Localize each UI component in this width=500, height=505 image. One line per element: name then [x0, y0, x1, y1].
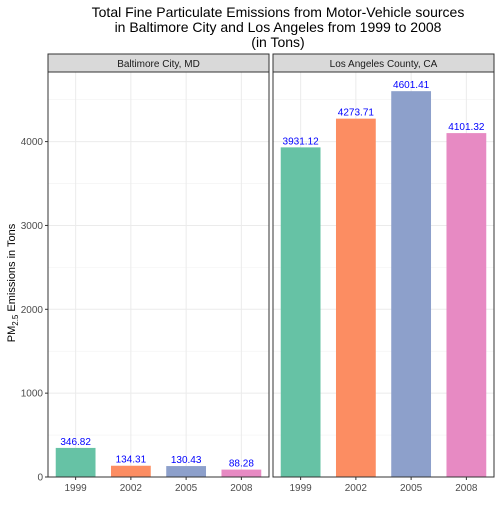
y-axis-label-prefix: PM — [6, 326, 18, 343]
bar-2005 — [166, 466, 206, 477]
x-tick-label: 2008 — [230, 483, 253, 494]
x-tick-label: 2005 — [400, 483, 423, 494]
x-tick-label: 1999 — [290, 483, 313, 494]
chart-title-line-3: (in Tons) — [251, 34, 304, 50]
bar-2002 — [336, 119, 376, 477]
y-tick-label: 1000 — [21, 389, 44, 400]
bar-data-label: 4273.71 — [338, 108, 375, 119]
x-tick-label: 2005 — [175, 483, 198, 494]
bar-1999 — [281, 147, 321, 477]
y-axis-label-subscript: 2.5 — [11, 314, 20, 326]
bar-2008 — [446, 133, 486, 477]
facet-strip-label: Los Angeles County, CA — [330, 59, 438, 70]
bar-data-label: 88.28 — [229, 459, 254, 470]
x-tick-label: 2002 — [120, 483, 143, 494]
bar-data-label: 346.82 — [60, 437, 91, 448]
chart-title-line-1: Total Fine Particulate Emissions from Mo… — [92, 4, 465, 20]
x-tick-label: 2008 — [455, 483, 478, 494]
bar-data-label: 4601.41 — [393, 80, 430, 91]
bar-data-label: 130.43 — [171, 455, 202, 466]
panel-background — [48, 72, 269, 477]
x-tick-label: 2002 — [345, 483, 368, 494]
x-tick-label: 1999 — [65, 483, 88, 494]
facet-strip-label: Baltimore City, MD — [117, 59, 200, 70]
bar-2002 — [111, 466, 151, 477]
y-tick-label: 2000 — [21, 305, 44, 316]
y-tick-label: 3000 — [21, 221, 44, 232]
y-tick-label: 0 — [37, 473, 43, 484]
chart-title-line-2: in Baltimore City and Los Angeles from 1… — [115, 19, 442, 35]
bar-1999 — [56, 448, 96, 477]
bar-2008 — [221, 470, 261, 477]
panel-los-angeles: Los Angeles County, CA 3931.12 4273.71 4601… — [273, 54, 494, 494]
bar-data-label: 134.31 — [116, 455, 147, 466]
bar-2005 — [391, 91, 431, 477]
y-tick-label: 4000 — [21, 137, 44, 148]
y-axis-label-suffix: Emissions in Tons — [6, 223, 18, 314]
panel-baltimore: Baltimore City, MD 346.82 134.31 130.43 88.2… — [48, 54, 269, 494]
bar-data-label: 3931.12 — [283, 136, 320, 147]
bar-data-label: 4101.32 — [448, 122, 485, 133]
